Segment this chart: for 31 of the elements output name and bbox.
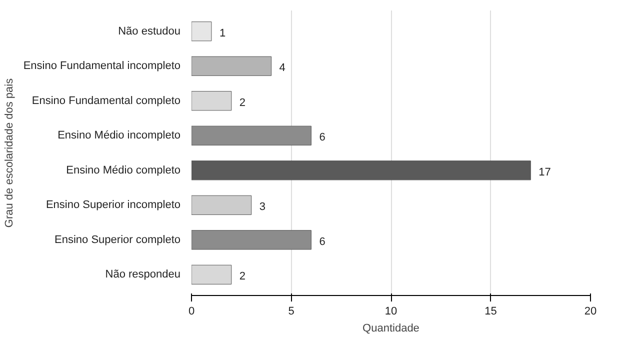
data-label: 6 bbox=[319, 132, 326, 144]
data-label: 2 bbox=[239, 270, 246, 283]
y-tick-label: Não respondeu bbox=[105, 268, 181, 281]
x-tick-label: 15 bbox=[484, 306, 497, 318]
y-tick-label: Ensino Médio incompleto bbox=[58, 130, 181, 142]
y-tick-label: Não estudou bbox=[118, 25, 181, 38]
x-tick-label: 10 bbox=[384, 306, 398, 318]
data-label: 17 bbox=[538, 166, 551, 178]
data-label: 6 bbox=[319, 236, 326, 248]
x-tick-label: 0 bbox=[188, 306, 195, 318]
y-axis-title: Grau de escolaridade dos pais bbox=[3, 78, 16, 228]
bar bbox=[192, 195, 252, 215]
y-tick-label: Ensino Fundamental incompleto bbox=[23, 60, 181, 72]
bar bbox=[192, 230, 312, 250]
data-label: 2 bbox=[239, 96, 246, 109]
y-tick-label: Ensino Superior completo bbox=[54, 234, 181, 246]
x-tick-label: 20 bbox=[584, 306, 597, 318]
y-tick-label: Ensino Fundamental completo bbox=[32, 94, 181, 107]
data-label: 4 bbox=[279, 62, 286, 74]
data-label: 1 bbox=[219, 27, 226, 40]
bar bbox=[192, 264, 232, 284]
bar bbox=[192, 56, 272, 76]
x-axis-title: Quantidade bbox=[362, 322, 420, 334]
data-label: 3 bbox=[259, 201, 266, 214]
y-tick-label: Ensino Médio completo bbox=[66, 164, 181, 176]
bar bbox=[192, 22, 212, 42]
x-tick-label: 5 bbox=[288, 306, 294, 318]
bar bbox=[192, 91, 232, 111]
y-tick-label: Ensino Superior incompleto bbox=[46, 199, 181, 212]
bar bbox=[192, 160, 531, 180]
bar bbox=[192, 126, 312, 146]
